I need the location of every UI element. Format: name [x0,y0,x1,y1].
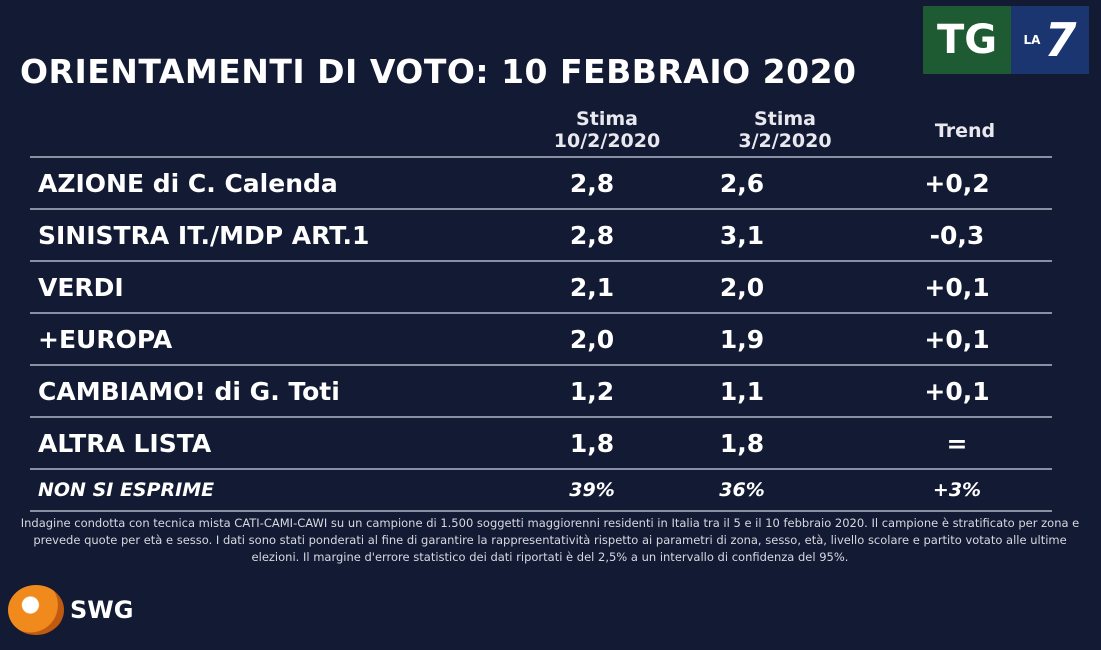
party-label: AZIONE di C. Calenda [30,156,392,209]
value-10-2: 39% [522,468,662,512]
swg-ball-icon [8,585,64,635]
table-row: CAMBIAMO! di G. Toti 1,2 1,1 +0,1 [30,364,1052,417]
party-label: +EUROPA [30,312,392,365]
value-10-2: 2,0 [522,312,662,365]
table-row: +EUROPA 2,0 1,9 +0,1 [30,312,1052,365]
value-10-2: 2,8 [522,208,662,261]
table-row: VERDI 2,1 2,0 +0,1 [30,260,1052,313]
trend-value: +0,1 [862,364,1052,417]
trend-value: -0,3 [862,208,1052,261]
value-10-2: 2,8 [522,156,662,209]
value-3-2: 2,6 [662,156,822,209]
trend-value: +0,1 [862,312,1052,365]
trend-value: +3% [862,468,1052,512]
header-col2: Stima 3/2/2020 [738,108,832,152]
value-3-2: 1,1 [662,364,822,417]
logo-tg: TG [923,6,1011,74]
value-10-2: 2,1 [522,260,662,313]
trend-value: +0,1 [862,260,1052,313]
logo-seven: 7 [1044,13,1077,67]
table-row: NON SI ESPRIME 39% 36% +3% [30,468,1052,512]
party-label: NON SI ESPRIME [30,468,392,512]
page-title: ORIENTAMENTI DI VOTO: 10 FEBBRAIO 2020 [20,52,857,91]
table-row: SINISTRA IT./MDP ART.1 2,8 3,1 -0,3 [30,208,1052,261]
value-3-2: 1,8 [662,416,822,469]
party-label: SINISTRA IT./MDP ART.1 [30,208,392,261]
value-3-2: 2,0 [662,260,822,313]
trend-value: +0,2 [862,156,1052,209]
logo-la: LA [1023,33,1041,47]
swg-logo: SWG [8,585,133,635]
trend-value: = [862,416,1052,469]
table-row: ALTRA LISTA 1,8 1,8 = [30,416,1052,469]
header-col1: Stima 10/2/2020 [553,108,661,152]
value-3-2: 3,1 [662,208,822,261]
swg-brand: SWG [70,596,134,624]
vote-table: AZIONE di C. Calenda 2,8 2,6 +0,2 SINISTRA I… [30,156,1052,512]
value-3-2: 1,9 [662,312,822,365]
party-label: VERDI [30,260,392,313]
table-row: AZIONE di C. Calenda 2,8 2,6 +0,2 [30,156,1052,209]
party-label: ALTRA LISTA [30,416,392,469]
tgla7-logo: TG LA 7 [923,6,1089,74]
value-10-2: 1,8 [522,416,662,469]
header-trend: Trend [934,120,996,142]
methodology-note: Indagine condotta con tecnica mista CATI… [20,516,1080,564]
value-10-2: 1,2 [522,364,662,417]
party-label: CAMBIAMO! di G. Toti [30,364,392,417]
value-3-2: 36% [662,468,822,512]
